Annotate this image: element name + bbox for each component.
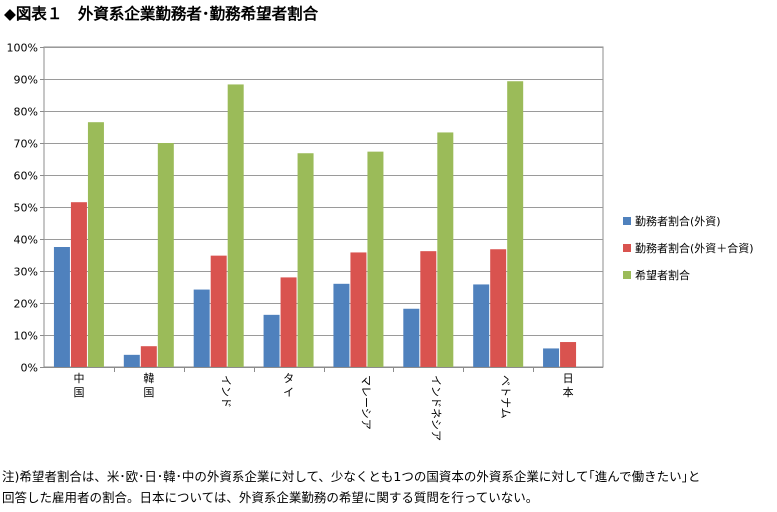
bar [490, 249, 507, 367]
x-tick-label: ベトナム [499, 375, 512, 419]
y-tick-label: 60% [14, 170, 38, 183]
legend-swatch-series-1 [623, 216, 631, 225]
footnote-line-1: 注)希望者割合は、米･欧･日･韓･中の外資系企業に対して、少なくとも1つの国資本… [2, 469, 701, 484]
bar [437, 132, 454, 367]
bar [543, 348, 560, 367]
bar [227, 84, 244, 367]
y-tick-label: 80% [14, 106, 38, 119]
bar [263, 314, 280, 367]
x-tick-label: 日本 [563, 372, 574, 399]
x-tick-label: インド [220, 375, 233, 408]
bar [53, 247, 70, 367]
bar [87, 122, 104, 367]
legend-item-series-3: 希望者割合 [623, 261, 754, 288]
bar [123, 354, 140, 367]
legend-swatch-series-2 [623, 243, 631, 252]
bar [70, 202, 87, 367]
bar [280, 277, 297, 367]
y-tick-label: 90% [14, 74, 38, 87]
bar [140, 346, 157, 367]
y-tick-label: 100% [7, 42, 38, 55]
legend-label-series-2: 勤務者割合(外資＋合資) [635, 241, 754, 255]
x-tick-label: 韓国 [143, 372, 154, 399]
legend-swatch-series-3 [623, 270, 631, 279]
y-tick-label: 0% [21, 362, 38, 375]
footnote-line-2: 回答した雇用者の割合。日本については、外資系企業勤務の希望に関する質問を行ってい… [2, 490, 539, 505]
y-tick-label: 30% [14, 266, 38, 279]
legend-item-series-1: 勤務者割合(外資) [623, 207, 754, 234]
bar [210, 255, 227, 367]
x-tick-label: タイ [283, 372, 294, 399]
bar [297, 153, 314, 367]
bar [420, 251, 437, 367]
y-tick-label: 50% [14, 202, 38, 215]
bar [157, 143, 174, 367]
bar [333, 283, 350, 367]
y-tick-label: 70% [14, 138, 38, 151]
legend-label-series-3: 希望者割合 [635, 268, 690, 282]
bar [560, 342, 577, 367]
bar [367, 151, 384, 367]
legend-label-series-1: 勤務者割合(外資) [635, 214, 721, 228]
bar [473, 284, 490, 367]
page-title: ◆図表１ 外資系企業勤務者･勤務希望者割合 [4, 5, 319, 23]
x-tick-label: マレーシア [359, 375, 372, 430]
chart-legend: 勤務者割合(外資) 勤務者割合(外資＋合資) 希望者割合 [623, 207, 754, 288]
bar [507, 81, 524, 368]
bar [403, 308, 420, 367]
y-tick-label: 40% [14, 234, 38, 247]
bar [350, 252, 367, 367]
x-tick-label: 中国 [73, 372, 84, 399]
bar [193, 289, 210, 367]
legend-item-series-2: 勤務者割合(外資＋合資) [623, 234, 754, 261]
bar-chart: 0% 10% 20% 30% 40% 50% 60% 70% 80% 90% 100% 中国 韓国 インド… [7, 42, 604, 441]
x-tick-label: インドネシア [429, 375, 442, 441]
y-tick-label: 20% [14, 298, 38, 311]
y-tick-label: 10% [14, 330, 38, 343]
